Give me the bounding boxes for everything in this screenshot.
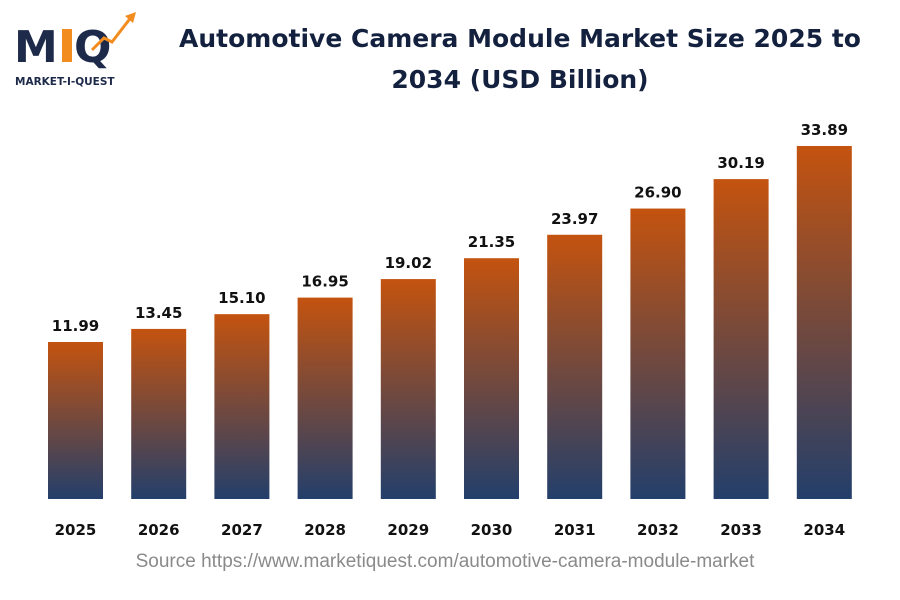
x-tick-label: 2026 — [138, 521, 180, 539]
svg-text:M: M — [14, 22, 58, 73]
bar-2031 — [547, 234, 603, 499]
data-label: 19.02 — [385, 254, 432, 272]
x-tick-label: 2025 — [55, 521, 97, 539]
x-tick-label: 2029 — [387, 521, 429, 539]
data-label: 26.90 — [634, 184, 681, 202]
data-label: 11.99 — [52, 317, 99, 335]
data-label: 16.95 — [301, 273, 348, 291]
bar-2033 — [713, 179, 769, 500]
bar-2032 — [630, 208, 686, 500]
logo: M Q MARKET-I-QUEST — [14, 12, 136, 88]
bar-2027 — [214, 314, 270, 499]
source-note: Source https://www.marketiquest.com/auto… — [135, 551, 755, 572]
x-tick-label: 2034 — [803, 521, 845, 539]
bar-2029 — [380, 279, 436, 499]
data-label: 30.19 — [717, 154, 764, 172]
x-tick-label: 2027 — [221, 521, 263, 539]
data-label: 21.35 — [468, 233, 515, 251]
bar-2026 — [131, 328, 187, 499]
x-tick-label: 2033 — [720, 521, 762, 539]
data-label: 23.97 — [551, 210, 598, 228]
bar-2025 — [48, 341, 103, 499]
data-label: 13.45 — [135, 304, 182, 322]
bar-2028 — [297, 297, 353, 499]
svg-text:MARKET-I-QUEST: MARKET-I-QUEST — [15, 76, 115, 88]
x-tick-label: 2031 — [554, 521, 596, 539]
chart-title: Automotive Camera Module Market Size 202… — [179, 24, 861, 94]
data-label: 33.89 — [801, 121, 848, 139]
x-tick-label: 2030 — [471, 521, 513, 539]
x-tick-label: 2028 — [304, 521, 346, 539]
x-tick-label: 2032 — [637, 521, 679, 539]
data-label: 15.10 — [218, 289, 265, 307]
bar-2030 — [464, 258, 519, 499]
bar-2034 — [796, 145, 852, 499]
